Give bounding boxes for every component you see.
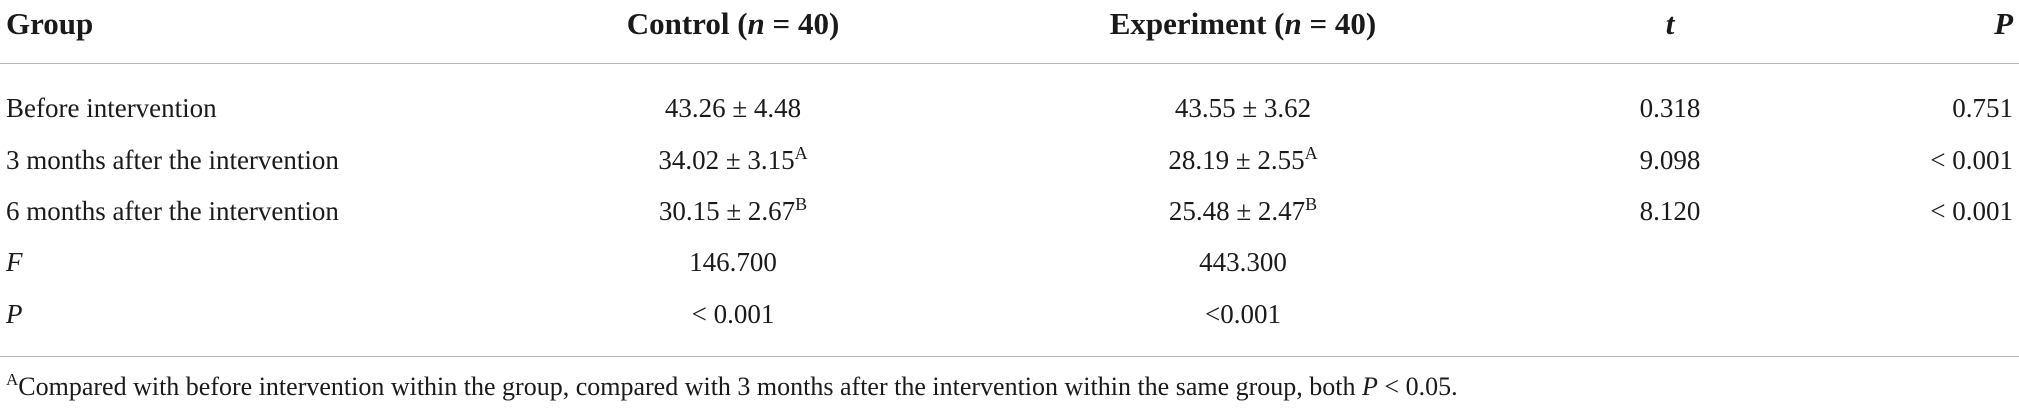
superscript-marker: A xyxy=(1304,143,1318,163)
p-value: 0.751 xyxy=(1952,93,2013,123)
footnote-text: Compared with before intervention within… xyxy=(18,372,1363,401)
superscript-marker: B xyxy=(1305,194,1318,214)
table-row: 3 months after the intervention 34.02 ± … xyxy=(0,138,2019,182)
table-row: P < 0.001 <0.001 xyxy=(0,292,2019,336)
table-row: Before intervention 43.26 ± 4.48 43.55 ±… xyxy=(0,86,2019,130)
experiment-value: 43.55 ± 3.62 xyxy=(1174,93,1312,123)
t-value: 8.120 xyxy=(1639,196,1701,226)
row-group-label: F xyxy=(6,247,23,277)
t-value: 9.098 xyxy=(1639,145,1701,175)
p-value: < 0.001 xyxy=(1930,145,2013,175)
control-value: 43.26 ± 4.48 xyxy=(664,93,802,123)
experiment-value: 25.48 ± 2.47B xyxy=(1168,194,1318,226)
experiment-value: <0.001 xyxy=(1205,299,1281,329)
header-experiment: Experiment (n = 40) xyxy=(1109,6,1377,41)
table-row: F 146.700 443.300 xyxy=(0,240,2019,284)
table-footnote: ACompared with before intervention withi… xyxy=(6,369,1458,405)
row-group-label: 6 months after the intervention xyxy=(6,196,339,226)
table-bottom-divider xyxy=(0,356,2019,357)
control-value: 146.700 xyxy=(689,247,777,277)
t-value: 0.318 xyxy=(1639,93,1701,123)
footnote-tail: < 0.05. xyxy=(1377,372,1458,401)
header-p: P xyxy=(1994,6,2013,41)
footnote-marker: A xyxy=(6,370,19,389)
superscript-marker: B xyxy=(795,194,808,214)
header-t: t xyxy=(1665,6,1675,41)
p-value: < 0.001 xyxy=(1930,196,2013,226)
experiment-value: 443.300 xyxy=(1199,247,1287,277)
footnote-p-symbol: P xyxy=(1362,372,1378,401)
header-group: Group xyxy=(6,6,94,41)
header-divider xyxy=(0,63,2019,64)
control-value: 30.15 ± 2.67B xyxy=(658,194,808,226)
table-header-row: Group Control (n = 40) Experiment (n = 4… xyxy=(0,2,2019,46)
superscript-marker: A xyxy=(794,143,808,163)
control-value: 34.02 ± 3.15A xyxy=(658,143,808,175)
control-value: < 0.001 xyxy=(691,299,775,329)
experiment-value: 28.19 ± 2.55A xyxy=(1168,143,1318,175)
row-group-label: P xyxy=(6,299,23,329)
table-row: 6 months after the intervention 30.15 ± … xyxy=(0,189,2019,233)
row-group-label: 3 months after the intervention xyxy=(6,145,339,175)
row-group-label: Before intervention xyxy=(6,93,217,123)
header-control: Control (n = 40) xyxy=(626,6,840,41)
